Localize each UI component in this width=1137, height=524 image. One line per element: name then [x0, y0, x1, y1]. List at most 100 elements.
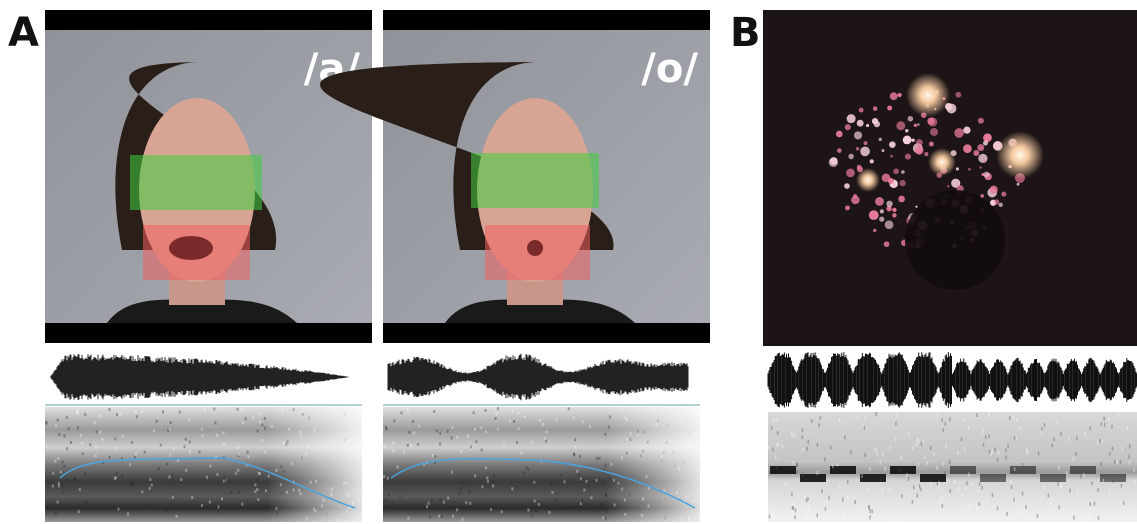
spectrogram-noise	[926, 461, 928, 465]
spectrogram-noise	[1005, 456, 1007, 460]
spectrogram-noise	[828, 496, 830, 500]
letterbox	[45, 323, 372, 343]
spectrogram-noise	[986, 500, 988, 504]
spectrogram-noise	[992, 493, 994, 497]
occluder	[905, 190, 1005, 290]
mouth	[169, 236, 213, 260]
spectrogram-noise	[818, 423, 820, 427]
spectrogram-noise	[821, 489, 823, 493]
spectrogram-noise	[906, 473, 908, 477]
spectrogram-noise	[793, 502, 795, 506]
spectrogram-noise	[1089, 427, 1091, 431]
spectrogram-noise	[1080, 474, 1082, 478]
spectrogram-noise	[900, 456, 902, 460]
spectrogram-noise	[908, 477, 910, 481]
spectrogram-noise	[1073, 516, 1075, 520]
spectrogram-noise	[816, 513, 818, 517]
spectrogram-noise	[1103, 417, 1105, 421]
spectrogram-noise	[937, 482, 939, 486]
particle	[875, 197, 884, 206]
spectrogram-noise	[1063, 516, 1065, 520]
particle	[853, 194, 857, 198]
particle	[968, 168, 971, 171]
spectrogram-noise	[1112, 479, 1114, 483]
spectrogram-noise	[1051, 444, 1053, 448]
particle	[845, 205, 850, 210]
spectrogram-noise	[806, 498, 808, 502]
particle	[905, 129, 908, 132]
spectrogram-noise	[808, 505, 810, 509]
spectrogram-noise	[983, 443, 985, 447]
spectrogram-noise	[918, 439, 920, 443]
spectrogram-noise	[916, 443, 918, 447]
spectrogram-noise	[909, 514, 911, 518]
spectrogram-noise	[1022, 463, 1024, 467]
spectrogram-noise	[782, 445, 784, 449]
particle	[914, 124, 917, 127]
spectrogram-noise	[1080, 517, 1082, 521]
spectrogram-noise	[793, 506, 795, 510]
spectrogram-noise	[1129, 445, 1131, 449]
spectrogram-noise	[1009, 416, 1011, 420]
spectrogram-noise	[918, 462, 920, 466]
spectrogram-noise	[880, 460, 882, 464]
particle	[954, 128, 964, 138]
spectrogram-noise	[912, 500, 914, 504]
spectrogram-noise	[806, 447, 808, 451]
spectrogram-noise	[983, 474, 985, 478]
spectrogram-noise	[1101, 422, 1103, 426]
spectrogram-noise	[1022, 491, 1024, 495]
spectrogram-noise	[773, 419, 775, 423]
particle	[847, 114, 856, 123]
letterbox	[383, 10, 710, 30]
spectrogram-noise	[1068, 437, 1070, 441]
spectrogram-noise	[912, 447, 914, 451]
spectrogram-noise	[1128, 455, 1130, 459]
spectrogram-noise	[894, 517, 896, 521]
spectrogram-noise	[1044, 423, 1046, 427]
spectrogram-noise	[1132, 508, 1134, 512]
spectrogram-noise	[997, 458, 999, 462]
spectrogram-noise	[1089, 502, 1091, 506]
particle	[973, 150, 979, 156]
particle	[890, 92, 898, 100]
particle	[905, 154, 911, 160]
particle	[927, 117, 934, 124]
spectrogram-noise	[1075, 452, 1077, 456]
formant-band	[890, 466, 916, 474]
spectrogram-noise	[802, 502, 804, 506]
spectrogram-noise	[989, 450, 991, 454]
spectrogram-noise	[802, 435, 804, 439]
particle	[845, 124, 851, 130]
spectrogram-noise	[1066, 471, 1068, 475]
video-frame: /o/	[320, 10, 710, 343]
spectrogram-noise	[802, 472, 804, 476]
light	[996, 131, 1044, 179]
particle	[983, 172, 989, 178]
spectrogram-noise	[871, 509, 873, 513]
particle	[873, 229, 876, 232]
spectrogram-noise	[963, 417, 965, 421]
spectrogram-noise	[847, 496, 849, 500]
spectrogram-noise	[997, 506, 999, 510]
spectrogram-noise	[941, 418, 943, 422]
spectrogram-noise	[1091, 481, 1093, 485]
spectrogram-noise	[921, 441, 923, 445]
spectrogram-noise	[930, 482, 932, 486]
spectrogram-noise	[793, 433, 795, 437]
spectrogram-noise	[988, 434, 990, 438]
particle	[836, 131, 843, 138]
spectrogram-noise	[1037, 514, 1039, 518]
spectrogram-noise	[842, 498, 844, 502]
waveform	[388, 354, 688, 401]
spectrogram-noise	[1083, 473, 1085, 477]
particle	[892, 208, 896, 212]
particle	[983, 133, 992, 142]
spectrogram-noise	[1060, 432, 1062, 436]
particle	[830, 157, 838, 165]
particle	[869, 210, 879, 220]
spectrogram-noise	[855, 511, 857, 515]
figure: A B /a/ /o/	[0, 0, 1137, 524]
particle	[837, 148, 842, 153]
spectrogram-noise	[1109, 452, 1111, 456]
